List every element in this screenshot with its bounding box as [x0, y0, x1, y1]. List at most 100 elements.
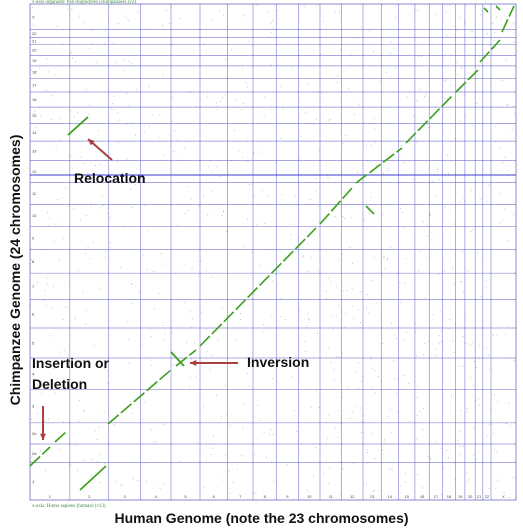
noise-dot: [254, 453, 256, 455]
noise-dot: [445, 11, 447, 13]
noise-dot: [412, 178, 414, 180]
noise-dot: [307, 270, 309, 272]
noise-dot: [242, 245, 244, 247]
noise-dot: [98, 130, 100, 132]
y-axis-title: Chimpanzee Genome (24 chromosomes): [7, 134, 23, 406]
noise-dot: [131, 207, 133, 208]
noise-dot: [130, 283, 132, 284]
noise-dot: [480, 296, 482, 298]
noise-dot: [256, 224, 258, 226]
noise-dot: [256, 4, 258, 6]
human-chromosome-label: 18: [447, 494, 452, 499]
chimp-chromosome-label: 2b: [32, 431, 37, 436]
noise-dot: [366, 452, 368, 453]
noise-dot: [508, 497, 510, 499]
noise-dot: [487, 33, 488, 35]
noise-dot: [93, 345, 95, 347]
noise-dot: [426, 225, 428, 227]
noise-dot: [63, 306, 65, 308]
noise-dot: [373, 257, 375, 258]
noise-dot: [275, 273, 276, 275]
noise-dot: [291, 66, 293, 68]
noise-dot: [223, 14, 225, 16]
synteny-fragment: [495, 5, 501, 11]
synteny-segment: [501, 5, 515, 33]
noise-dot: [161, 24, 163, 26]
noise-dot: [325, 290, 327, 292]
noise-dot: [428, 407, 430, 409]
noise-dot: [121, 484, 123, 486]
noise-dot: [327, 438, 329, 440]
noise-dot: [248, 385, 250, 387]
noise-dot: [51, 95, 53, 97]
noise-dot: [106, 212, 108, 214]
noise-dot: [489, 369, 491, 371]
background-hits: [30, 4, 517, 501]
synteny-segment: [455, 69, 479, 93]
noise-dot: [225, 58, 227, 60]
noise-dot: [59, 118, 61, 120]
chimp-chromosome-label: 15: [32, 113, 37, 118]
noise-dot: [383, 256, 385, 258]
noise-dot: [91, 29, 92, 31]
noise-dot: [387, 170, 389, 172]
noise-dot: [512, 477, 514, 479]
noise-dot: [341, 253, 343, 255]
insertion-arrow-head: [40, 433, 46, 440]
noise-dot: [449, 84, 451, 86]
noise-dot: [366, 307, 368, 309]
noise-dot: [505, 59, 507, 61]
noise-dot: [261, 190, 263, 192]
noise-dot: [497, 401, 499, 403]
noise-dot: [355, 372, 357, 374]
noise-dot: [507, 104, 509, 106]
noise-dot: [130, 189, 132, 191]
noise-dot: [316, 118, 318, 120]
noise-dot: [39, 116, 41, 117]
noise-dot: [504, 208, 506, 210]
noise-dot: [375, 141, 377, 143]
noise-dot: [80, 156, 82, 158]
noise-dot: [68, 154, 70, 156]
noise-dot: [322, 20, 324, 22]
noise-dot: [171, 43, 173, 45]
noise-dot: [270, 64, 272, 66]
noise-dot: [444, 98, 446, 100]
noise-dot: [73, 116, 75, 118]
insertion-label-line2: Deletion: [32, 376, 88, 392]
noise-dot: [422, 221, 424, 223]
noise-dot: [363, 219, 365, 221]
noise-dot: [364, 122, 366, 124]
annotation-arrows: [40, 138, 238, 440]
noise-dot: [65, 187, 67, 189]
noise-dot: [391, 469, 393, 471]
noise-dot: [146, 480, 147, 482]
noise-dot: [487, 435, 489, 437]
noise-dot: [381, 449, 383, 451]
noise-dot: [69, 463, 71, 465]
noise-dot: [141, 345, 143, 347]
noise-dot: [444, 270, 446, 272]
noise-dot: [115, 480, 117, 482]
noise-dot: [432, 314, 434, 316]
noise-dot: [49, 225, 50, 227]
noise-dot: [104, 368, 105, 370]
noise-dot: [255, 492, 257, 494]
noise-dot: [92, 241, 94, 243]
human-chromosome-label: 17: [434, 494, 439, 499]
noise-dot: [149, 329, 151, 331]
noise-dot: [461, 281, 463, 283]
noise-dot: [403, 161, 405, 163]
noise-dot: [434, 14, 436, 16]
noise-dot: [338, 260, 340, 262]
noise-dot: [62, 43, 64, 45]
noise-dot: [128, 362, 130, 364]
noise-dot: [220, 416, 222, 418]
noise-dot: [436, 168, 438, 170]
noise-dot: [346, 290, 348, 292]
noise-dot: [112, 103, 114, 105]
noise-dot: [307, 318, 309, 320]
noise-dot: [118, 23, 120, 25]
noise-dot: [305, 325, 307, 327]
noise-dot: [82, 290, 84, 292]
